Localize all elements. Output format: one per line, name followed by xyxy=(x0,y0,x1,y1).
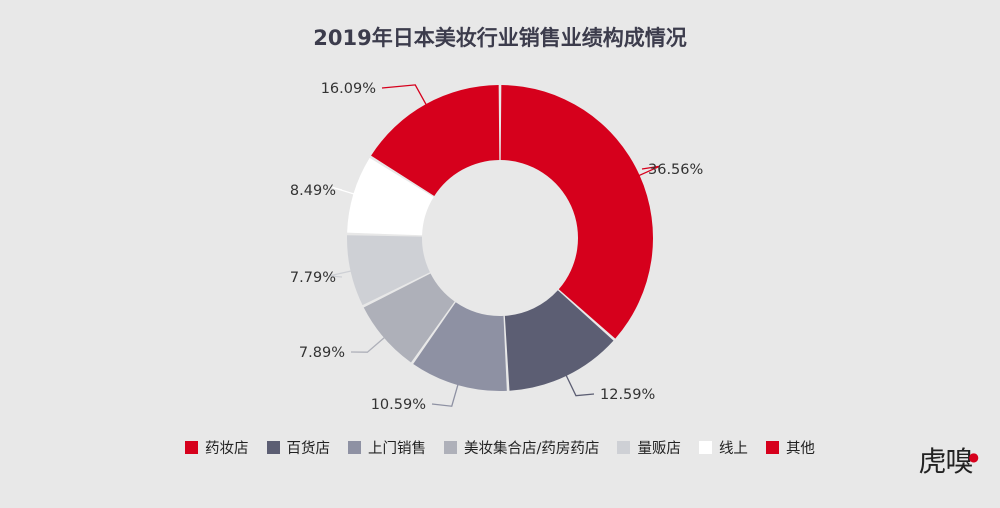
legend-swatch-5 xyxy=(617,441,631,454)
legend-item-1: 药妆店 xyxy=(185,437,249,458)
leader-line-1 xyxy=(635,165,660,178)
legend-item-7: 其他 xyxy=(765,437,815,458)
legend-swatch-7 xyxy=(765,441,779,454)
watermark-text: 虎嗅 xyxy=(918,445,974,478)
data-label-4: 7.89% xyxy=(299,345,345,361)
data-label-1: 36.56% xyxy=(648,162,703,178)
leader-line-3 xyxy=(431,381,460,407)
legend-label-6: 线上 xyxy=(718,441,748,457)
legend-swatch-2 xyxy=(266,441,280,454)
legend-item-6: 线上 xyxy=(698,437,748,458)
chart-title: 2019年日本美妆行业销售业绩构成情况 xyxy=(313,26,687,50)
donut-slice-3 xyxy=(413,302,507,391)
legend-item-2: 百货店 xyxy=(266,437,331,458)
data-label-6: 8.49% xyxy=(290,183,336,199)
leader-line-7 xyxy=(381,84,429,108)
legend-label-1: 药妆店 xyxy=(205,441,249,457)
donut-slice-6 xyxy=(347,157,434,236)
legend-swatch-6 xyxy=(698,441,712,454)
legend-item-4: 美妆集合店/药房药店 xyxy=(444,437,599,458)
legend-swatch-4 xyxy=(444,441,458,454)
leader-line-5 xyxy=(329,269,355,278)
donut-slice-2 xyxy=(504,290,614,391)
legend-item-3: 上门销售 xyxy=(348,437,426,458)
data-label-2: 12.59% xyxy=(600,387,655,403)
leader-line-6 xyxy=(332,186,358,196)
leader-line-2 xyxy=(564,371,595,397)
legend-label-5: 量贩店 xyxy=(637,441,681,457)
donut-slice-5 xyxy=(347,235,430,306)
legend-label-3: 上门销售 xyxy=(368,441,427,457)
donut-slice-7 xyxy=(371,85,500,197)
legend: 药妆店 百货店 上门销售 美妆集合店/药房药店 量贩店 线上 其他 xyxy=(0,437,1000,458)
data-label-3: 10.59% xyxy=(371,397,426,413)
watermark-logo: 虎嗅● xyxy=(918,440,980,480)
legend-label-2: 百货店 xyxy=(286,441,331,457)
data-label-7: 16.09% xyxy=(321,81,376,97)
legend-item-5: 量贩店 xyxy=(617,437,681,458)
legend-swatch-1 xyxy=(185,441,199,454)
legend-swatch-3 xyxy=(348,441,362,454)
watermark-dot-icon: ● xyxy=(968,449,980,464)
donut-slice-4 xyxy=(363,273,455,363)
donut-slice-1 xyxy=(500,85,653,339)
data-label-5: 7.79% xyxy=(290,270,336,286)
legend-label-7: 其他 xyxy=(785,441,815,457)
legend-label-4: 美妆集合店/药房药店 xyxy=(464,441,600,457)
leader-line-4 xyxy=(350,334,388,353)
